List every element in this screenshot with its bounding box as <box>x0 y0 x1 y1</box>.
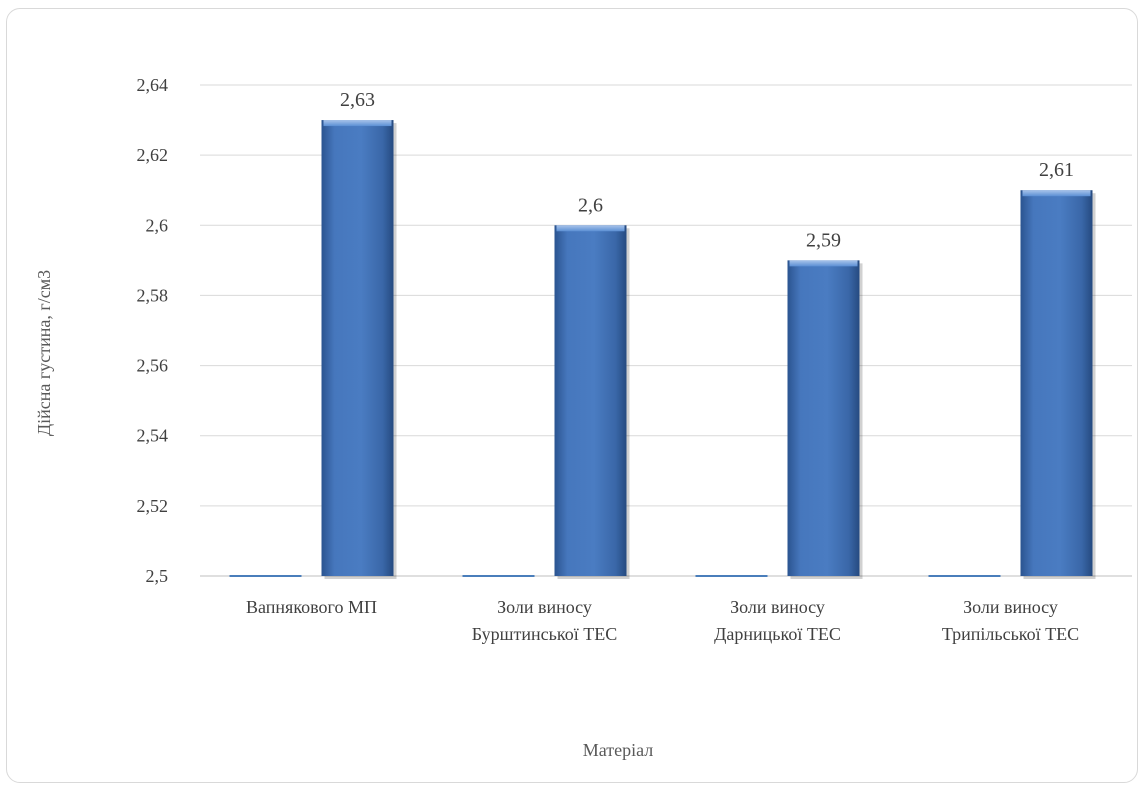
bar-cap <box>789 260 858 267</box>
x-axis-categories: Вапнякового МП Золи виносу Бурштинської ТЕ… <box>246 597 1079 644</box>
x-tick-label-line: Вапнякового МП <box>246 597 377 617</box>
bar-body <box>321 120 394 577</box>
x-tick-label: Вапнякового МП <box>246 597 377 617</box>
bar <box>1020 190 1096 579</box>
y-tick-label: 2,58 <box>137 285 169 305</box>
y-tick-label: 2,6 <box>146 215 169 235</box>
bar <box>787 260 863 579</box>
x-tick-label-line: Трипільської ТЕС <box>942 624 1079 644</box>
x-tick-label-line: Золи виносу <box>497 597 592 617</box>
bar <box>321 120 397 580</box>
y-tick-label: 2,52 <box>137 496 169 516</box>
y-axis-title: Дійсна густина, г/см3 <box>34 270 54 436</box>
data-labels: 2,63 2,6 2,59 2,61 <box>340 89 1074 251</box>
y-tick-label: 2,62 <box>137 145 169 165</box>
bar-body <box>787 260 860 576</box>
y-axis-ticks: 2,5 2,52 2,54 2,56 2,58 2,6 2,62 2,64 <box>137 75 169 586</box>
y-tick-label: 2,54 <box>137 426 169 446</box>
x-tick-label-line: Бурштинської ТЕС <box>472 624 617 644</box>
x-tick-label: Золи виносу Трипільської ТЕС <box>942 597 1079 644</box>
data-label: 2,6 <box>578 194 603 216</box>
x-tick-label-line: Дарницької ТЕС <box>714 624 841 644</box>
bar-cap <box>323 120 392 127</box>
bar-cap <box>1022 190 1091 197</box>
x-tick-label: Золи виносу Дарницької ТЕС <box>714 597 841 644</box>
bar-body <box>554 225 627 577</box>
bars <box>229 120 1096 580</box>
bar <box>554 225 630 580</box>
data-label: 2,63 <box>340 89 375 111</box>
bar-body <box>1020 190 1093 576</box>
y-tick-label: 2,5 <box>146 566 169 586</box>
data-label: 2,59 <box>806 229 841 251</box>
y-tick-label: 2,64 <box>137 75 169 95</box>
y-tick-label: 2,56 <box>137 356 169 376</box>
bar-cap <box>556 225 625 232</box>
x-tick-label-line: Золи виносу <box>730 597 825 617</box>
data-label: 2,61 <box>1039 159 1074 181</box>
x-axis-title: Матеріал <box>583 740 654 760</box>
x-tick-label-line: Золи виносу <box>963 597 1058 617</box>
x-tick-label: Золи виносу Бурштинської ТЕС <box>472 597 617 644</box>
